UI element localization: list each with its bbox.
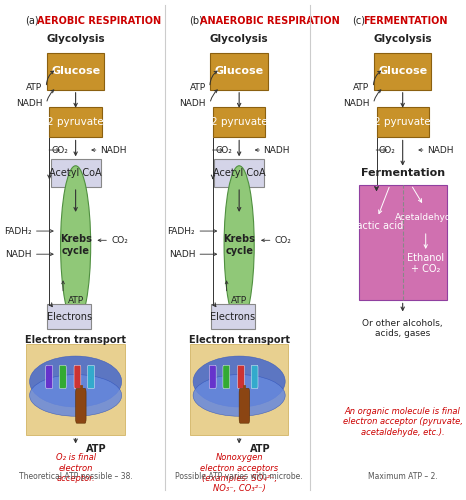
Text: CO₂: CO₂ [378, 146, 396, 154]
Ellipse shape [29, 356, 122, 407]
Text: NADH: NADH [16, 99, 42, 108]
FancyBboxPatch shape [374, 53, 432, 90]
FancyBboxPatch shape [239, 388, 250, 423]
Text: CO₂: CO₂ [275, 236, 292, 245]
Text: Acetyl CoA: Acetyl CoA [49, 168, 102, 178]
FancyBboxPatch shape [50, 160, 101, 187]
FancyBboxPatch shape [209, 366, 216, 388]
Text: Theoretical ATP possible – 38.: Theoretical ATP possible – 38. [19, 472, 132, 481]
FancyBboxPatch shape [251, 366, 258, 388]
Ellipse shape [193, 374, 285, 416]
Text: Acetyl CoA: Acetyl CoA [213, 168, 266, 178]
Text: ATP: ATP [86, 444, 107, 454]
FancyBboxPatch shape [214, 160, 264, 187]
FancyBboxPatch shape [49, 107, 102, 138]
FancyBboxPatch shape [190, 344, 288, 435]
Text: Acetaldehyde: Acetaldehyde [395, 212, 457, 222]
FancyBboxPatch shape [27, 344, 125, 435]
Text: (a): (a) [25, 16, 39, 26]
Text: NADH: NADH [343, 99, 369, 108]
Text: CO₂: CO₂ [52, 146, 69, 154]
Text: NADH: NADH [5, 250, 32, 258]
Text: 2 pyruvate: 2 pyruvate [211, 117, 267, 127]
FancyBboxPatch shape [59, 366, 66, 388]
Text: NADH: NADH [169, 250, 195, 258]
FancyBboxPatch shape [48, 304, 91, 330]
Text: An organic molecule is final
electron acceptor (pyruvate,
acetaldehyde, etc.).: An organic molecule is final electron ac… [343, 407, 463, 437]
Text: Electrons: Electrons [210, 312, 255, 322]
FancyBboxPatch shape [75, 388, 86, 423]
FancyBboxPatch shape [210, 53, 268, 90]
Text: Glucose: Glucose [214, 66, 264, 76]
FancyBboxPatch shape [238, 366, 244, 388]
Text: NADH: NADH [100, 146, 126, 154]
Text: FERMENTATION: FERMENTATION [363, 16, 447, 26]
FancyBboxPatch shape [46, 366, 53, 388]
FancyBboxPatch shape [211, 304, 255, 330]
Text: (b): (b) [189, 16, 203, 26]
Text: Glucose: Glucose [51, 66, 100, 76]
Text: NADH: NADH [179, 99, 206, 108]
Text: ANAEROBIC RESPIRATION: ANAEROBIC RESPIRATION [200, 16, 340, 26]
Ellipse shape [29, 374, 122, 416]
Text: 2 pyruvate: 2 pyruvate [48, 117, 104, 127]
Text: Or other alcohols,
acids, gases: Or other alcohols, acids, gases [363, 319, 443, 338]
Text: ATP: ATP [190, 83, 206, 92]
Text: Ethanol
+ CO₂: Ethanol + CO₂ [407, 252, 444, 274]
Text: NADH: NADH [427, 146, 453, 154]
Ellipse shape [193, 356, 285, 407]
Text: Krebs
cycle: Krebs cycle [223, 234, 255, 256]
Text: Glycolysis: Glycolysis [210, 34, 268, 44]
FancyBboxPatch shape [74, 366, 81, 388]
FancyBboxPatch shape [223, 366, 230, 388]
FancyBboxPatch shape [47, 53, 104, 90]
Ellipse shape [224, 166, 254, 324]
Text: O₂ is final
electron
acceptor.: O₂ is final electron acceptor. [55, 454, 96, 483]
Text: Glycolysis: Glycolysis [373, 34, 432, 44]
Text: FADH₂: FADH₂ [4, 226, 32, 235]
Text: CO₂: CO₂ [215, 146, 232, 154]
Text: Glycolysis: Glycolysis [46, 34, 105, 44]
FancyBboxPatch shape [88, 366, 95, 388]
Text: 2 pyruvate: 2 pyruvate [374, 117, 431, 127]
Text: ATP: ATP [353, 83, 369, 92]
Text: Nonoxygen
electron acceptors
(examples: SO₄²⁻,
NO₃⁻, CO₃²⁻): Nonoxygen electron acceptors (examples: … [200, 454, 278, 494]
Text: ATP: ATP [68, 296, 84, 305]
Ellipse shape [61, 166, 91, 324]
Text: Glucose: Glucose [378, 66, 427, 76]
FancyBboxPatch shape [359, 184, 446, 300]
Text: Electron transport: Electron transport [189, 335, 290, 345]
Text: (c): (c) [352, 16, 365, 26]
Text: FADH₂: FADH₂ [168, 226, 195, 235]
FancyBboxPatch shape [213, 107, 265, 138]
Text: Fermentation: Fermentation [361, 168, 445, 178]
Text: NADH: NADH [263, 146, 290, 154]
Text: Possible ATP varies with microbe.: Possible ATP varies with microbe. [175, 472, 303, 481]
Text: AEROBIC RESPIRATION: AEROBIC RESPIRATION [37, 16, 161, 26]
Text: ATP: ATP [231, 296, 247, 305]
Text: ATP: ATP [250, 444, 270, 454]
Text: CO₂: CO₂ [111, 236, 128, 245]
Text: Electrons: Electrons [47, 312, 92, 322]
Text: ATP: ATP [26, 83, 42, 92]
Text: Maximum ATP – 2.: Maximum ATP – 2. [368, 472, 438, 481]
Text: Lactic acid: Lactic acid [351, 222, 404, 232]
Text: Krebs
cycle: Krebs cycle [60, 234, 91, 256]
FancyBboxPatch shape [377, 107, 429, 138]
Text: Electron transport: Electron transport [25, 335, 126, 345]
